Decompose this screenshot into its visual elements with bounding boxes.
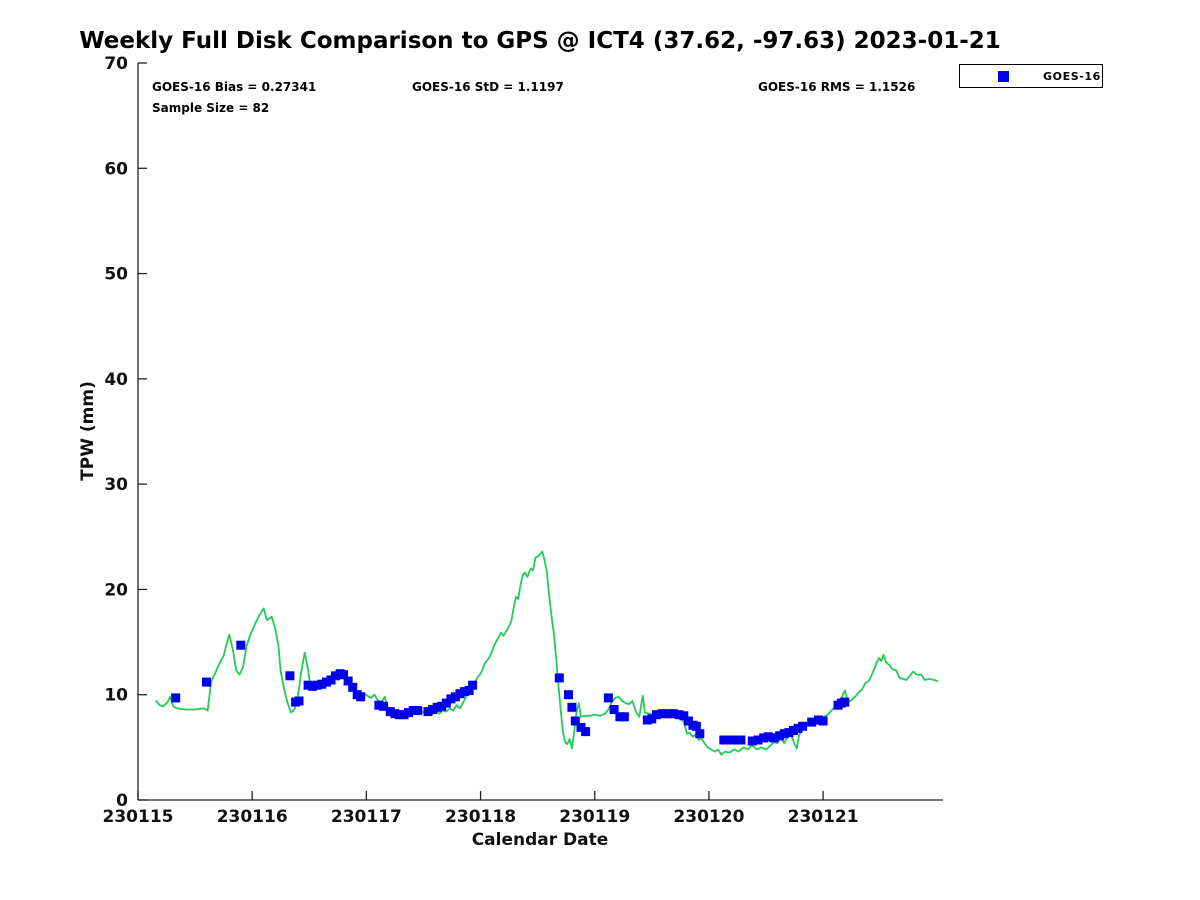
y-tick-label: 70 [104, 54, 128, 74]
y-tick-label: 50 [104, 265, 128, 285]
x-tick-label: 230118 [445, 807, 516, 827]
goes16-points [171, 640, 850, 746]
y-tick-label: 60 [104, 159, 128, 179]
tick-labels: 0 10 20 30 40 50 60 70 230115 230116 230117 230118 2… [103, 54, 859, 827]
y-axis-label: TPW (mm) [78, 381, 98, 481]
x-tick-label: 230115 [103, 807, 174, 827]
y-tick-label: 20 [104, 580, 128, 600]
x-tick-label: 230116 [217, 807, 288, 827]
tick-marks [137, 62, 824, 801]
x-tick-label: 230117 [331, 807, 402, 827]
stat-std: GOES-16 StD = 1.1197 [412, 80, 564, 94]
x-tick-label: 230119 [559, 807, 630, 827]
x-axis-label: Calendar Date [471, 830, 609, 850]
y-tick-label: 10 [104, 686, 128, 706]
y-tick-label: 40 [104, 370, 128, 390]
x-tick-label: 230121 [788, 807, 859, 827]
axes [137, 63, 943, 801]
y-tick-label: 0 [116, 791, 128, 811]
stat-sample-size: Sample Size = 82 [152, 101, 270, 115]
legend-goes16-label: GOES-16 [1043, 70, 1101, 83]
x-tick-label: 230120 [673, 807, 744, 827]
y-tick-label: 30 [104, 475, 128, 495]
chart-title: Weekly Full Disk Comparison to GPS @ ICT… [79, 28, 1001, 54]
stat-rms: GOES-16 RMS = 1.1526 [758, 80, 916, 94]
legend: GOES-16 [959, 64, 1103, 88]
stat-bias: GOES-16 Bias = 0.27341 [152, 80, 317, 94]
legend-goes16-marker-icon [998, 71, 1009, 82]
